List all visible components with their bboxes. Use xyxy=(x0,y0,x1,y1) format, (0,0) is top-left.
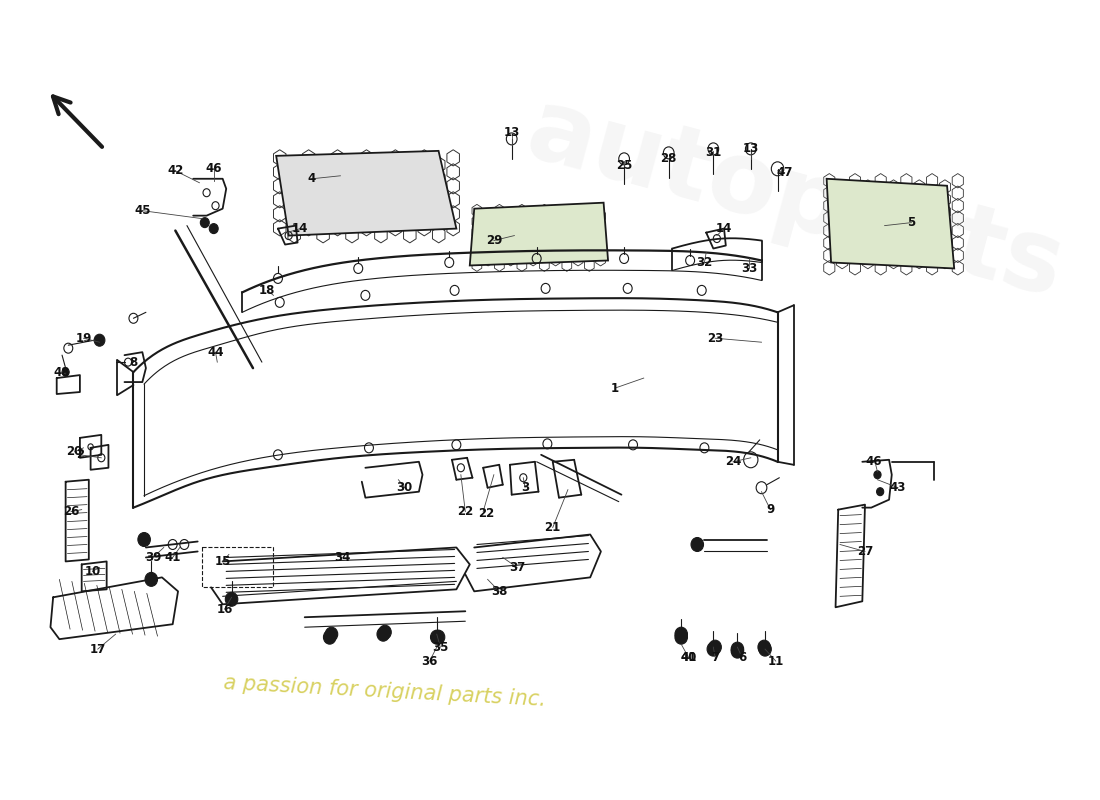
Circle shape xyxy=(200,218,209,228)
Text: 14: 14 xyxy=(716,222,733,235)
Text: 36: 36 xyxy=(421,654,438,667)
Text: 33: 33 xyxy=(741,262,757,275)
Text: 4: 4 xyxy=(308,172,316,186)
Text: 19: 19 xyxy=(75,332,91,345)
Text: 15: 15 xyxy=(214,555,231,568)
Text: 41: 41 xyxy=(680,650,696,664)
Circle shape xyxy=(323,630,336,644)
Circle shape xyxy=(95,334,104,346)
Text: 1: 1 xyxy=(612,382,619,394)
Circle shape xyxy=(432,630,444,644)
Text: 45: 45 xyxy=(134,204,151,217)
Circle shape xyxy=(691,538,704,551)
Circle shape xyxy=(138,533,151,546)
Text: 13: 13 xyxy=(742,142,759,155)
Circle shape xyxy=(873,470,881,478)
Polygon shape xyxy=(276,151,456,235)
Circle shape xyxy=(145,572,157,586)
Text: 24: 24 xyxy=(725,455,741,468)
Text: 22: 22 xyxy=(458,505,473,518)
Text: 38: 38 xyxy=(491,585,507,598)
Text: 2: 2 xyxy=(76,448,84,462)
Text: 23: 23 xyxy=(707,332,723,345)
Text: 26: 26 xyxy=(63,505,79,518)
Circle shape xyxy=(209,224,218,234)
Text: 5: 5 xyxy=(908,216,915,229)
Circle shape xyxy=(707,642,719,656)
Circle shape xyxy=(675,630,688,644)
Circle shape xyxy=(675,627,688,641)
Circle shape xyxy=(732,642,744,656)
Circle shape xyxy=(877,488,883,496)
Text: 40: 40 xyxy=(680,650,696,664)
Text: 11: 11 xyxy=(768,654,784,667)
Text: 28: 28 xyxy=(660,152,676,166)
Text: 42: 42 xyxy=(167,164,184,178)
Text: 14: 14 xyxy=(293,222,308,235)
Text: 10: 10 xyxy=(85,565,100,578)
Circle shape xyxy=(708,640,722,654)
Text: 22: 22 xyxy=(477,507,494,520)
Text: 43: 43 xyxy=(890,481,906,494)
Circle shape xyxy=(430,630,443,644)
Text: autoparts: autoparts xyxy=(517,82,1074,319)
Text: 18: 18 xyxy=(260,284,275,297)
Text: 37: 37 xyxy=(509,561,525,574)
Text: 34: 34 xyxy=(334,551,351,564)
Circle shape xyxy=(378,626,392,639)
Text: 31: 31 xyxy=(705,146,722,159)
Text: 6: 6 xyxy=(738,650,746,664)
Polygon shape xyxy=(826,178,954,269)
Text: 39: 39 xyxy=(145,551,162,564)
Text: 29: 29 xyxy=(486,234,502,247)
Circle shape xyxy=(226,592,238,606)
Text: 32: 32 xyxy=(696,256,713,269)
Text: 7: 7 xyxy=(711,650,719,664)
Text: 46: 46 xyxy=(866,455,882,468)
Text: a passion for original parts inc.: a passion for original parts inc. xyxy=(223,673,547,710)
Text: 48: 48 xyxy=(54,366,70,378)
Polygon shape xyxy=(470,202,608,266)
Circle shape xyxy=(377,627,389,641)
Circle shape xyxy=(759,642,771,656)
Text: 17: 17 xyxy=(89,642,106,656)
Text: 3: 3 xyxy=(521,481,529,494)
Text: 25: 25 xyxy=(616,159,632,172)
Text: 47: 47 xyxy=(777,166,793,179)
Text: 20: 20 xyxy=(66,446,82,458)
Text: 41: 41 xyxy=(165,551,180,564)
Circle shape xyxy=(758,640,770,654)
Text: 27: 27 xyxy=(857,545,873,558)
Text: 13: 13 xyxy=(504,126,520,139)
Text: 35: 35 xyxy=(432,641,449,654)
Text: 46: 46 xyxy=(206,162,222,175)
Text: 16: 16 xyxy=(217,602,232,616)
Text: 30: 30 xyxy=(396,481,412,494)
Circle shape xyxy=(732,644,744,658)
Text: 21: 21 xyxy=(544,521,561,534)
Circle shape xyxy=(62,368,69,376)
Text: 44: 44 xyxy=(207,346,223,358)
Text: 8: 8 xyxy=(130,356,138,369)
Circle shape xyxy=(326,627,338,641)
Text: 9: 9 xyxy=(767,503,774,516)
